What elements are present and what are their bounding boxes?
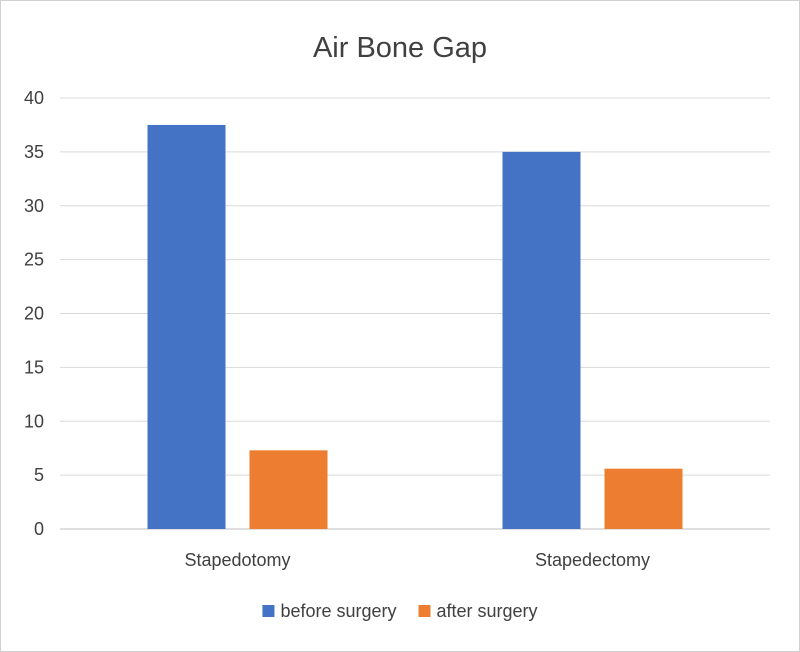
bar-after-surgery-stapedotomy [249, 450, 328, 529]
y-tick-label: 15 [24, 357, 44, 377]
y-tick-label: 25 [24, 250, 44, 270]
x-axis: Stapedotomy Stapedectomy [184, 550, 650, 570]
legend: before surgery after surgery [262, 601, 538, 621]
bars [147, 124, 683, 529]
bar-after-surgery-stapedectomy [604, 468, 683, 529]
y-tick-label: 30 [24, 196, 44, 216]
y-tick-label: 5 [34, 465, 44, 485]
y-tick-label: 0 [34, 519, 44, 539]
chart-title: Air Bone Gap [313, 32, 487, 64]
legend-swatch-before-surgery [262, 605, 275, 617]
x-tick-label: Stapedectomy [535, 550, 650, 570]
legend-swatch-after-surgery [418, 605, 431, 617]
y-tick-label: 20 [24, 304, 44, 324]
bar-before-surgery-stapedotomy [147, 124, 226, 529]
y-tick-label: 40 [24, 88, 44, 108]
y-tick-label: 35 [24, 142, 44, 162]
y-axis: 0 5 10 15 20 25 30 35 40 [24, 88, 44, 539]
legend-label-after-surgery: after surgery [437, 601, 538, 621]
legend-label-before-surgery: before surgery [280, 601, 396, 621]
bar-before-surgery-stapedectomy [502, 151, 581, 529]
y-tick-label: 10 [24, 411, 44, 431]
x-tick-label: Stapedotomy [184, 550, 290, 570]
